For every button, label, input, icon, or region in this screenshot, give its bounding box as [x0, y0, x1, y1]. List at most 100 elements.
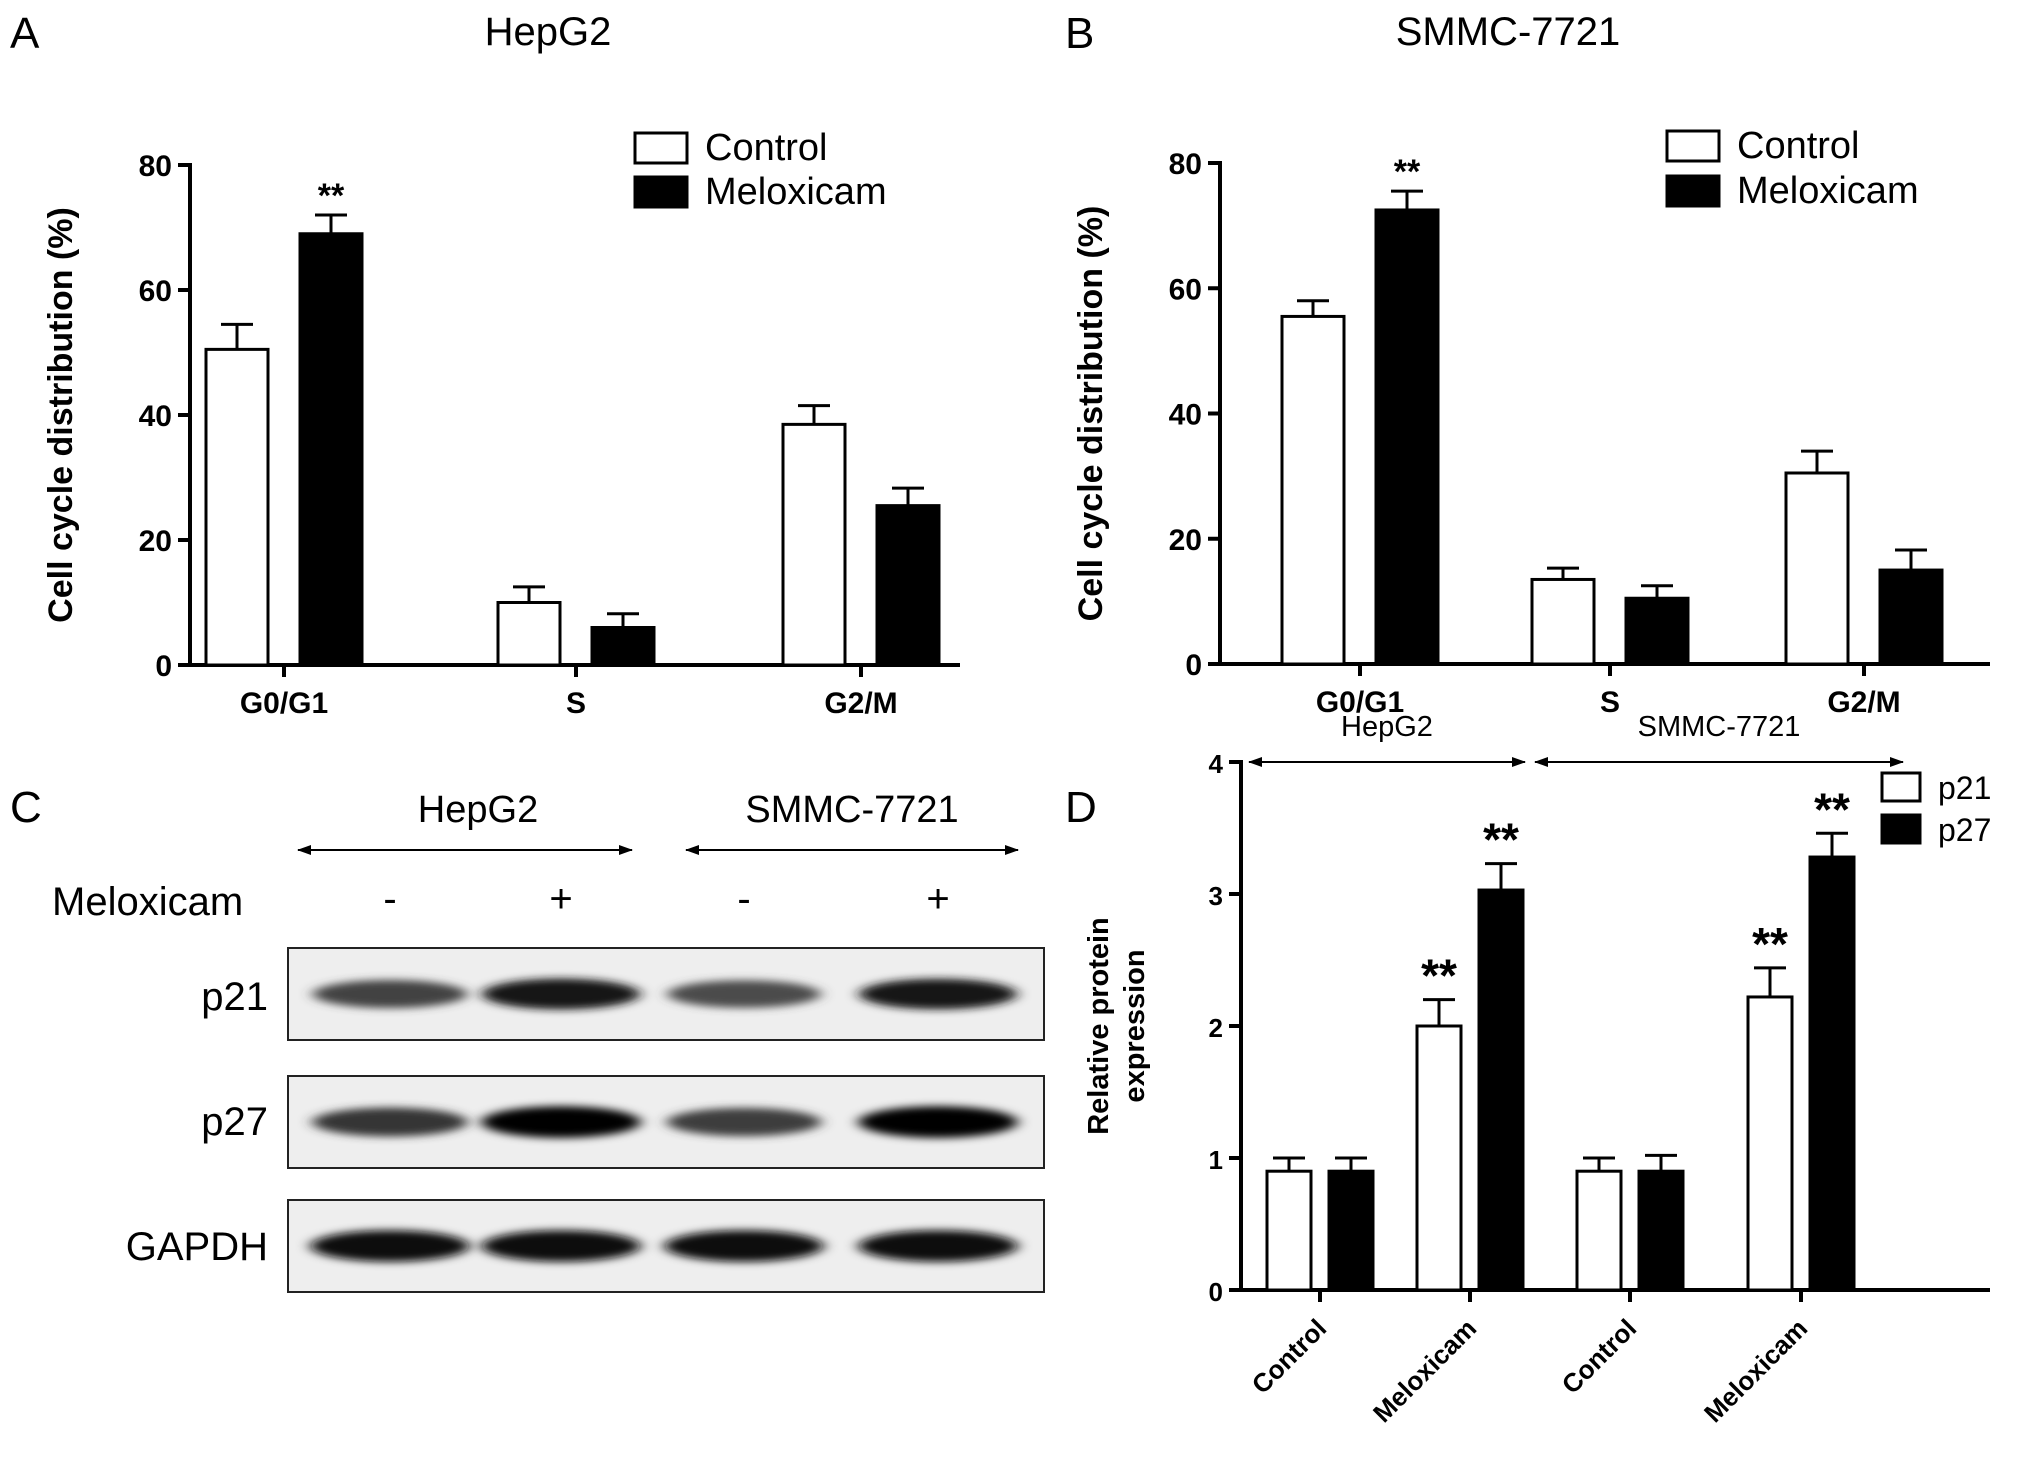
legend-swatch-control	[1665, 129, 1721, 163]
legend-label-meloxicam: Meloxicam	[1737, 170, 1919, 212]
treatment-mark-2: +	[549, 877, 572, 921]
y-tick-label: 20	[1169, 524, 1202, 557]
y-tick-label: 40	[1169, 399, 1202, 432]
legend-label-control: Control	[1737, 125, 1860, 167]
x-tick-label: Meloxicam	[1367, 1313, 1482, 1428]
bar-meloxicam	[298, 232, 364, 667]
bar-control	[1280, 314, 1346, 666]
panel-b-letter: B	[1065, 9, 1094, 58]
panel-d-letter: D	[1065, 783, 1097, 832]
y-tick-label: 0	[155, 650, 172, 683]
bar-control	[204, 347, 270, 667]
x-tick-label: G2/M	[824, 687, 897, 720]
chart-b: 0 20 40 60 80 Cell cycle distribution (%) G0/G…	[1072, 125, 1990, 719]
legend-swatch-p21	[1880, 771, 1922, 803]
y-tick-label: 4	[1209, 749, 1224, 779]
treatment-mark-4: +	[926, 877, 949, 921]
y-axis-label: Cell cycle distribution (%)	[1072, 206, 1110, 622]
bar-p27	[1477, 888, 1525, 1292]
group-label: HepG2	[1341, 711, 1433, 743]
blot-band-gapdh	[858, 1230, 1018, 1262]
bar-p21	[1265, 1169, 1313, 1292]
y-axis-label: Cell cycle distribution (%)	[42, 207, 80, 623]
y-tick-label: 60	[139, 275, 172, 308]
legend-swatch-meloxicam	[1665, 174, 1721, 208]
western-blot	[287, 947, 1045, 1293]
y-tick-label: 0	[1185, 649, 1202, 682]
bar-p27	[1808, 855, 1856, 1292]
x-tick-label: Control	[1556, 1313, 1643, 1400]
legend-swatch-meloxicam	[633, 175, 689, 209]
bar-meloxicam	[1374, 208, 1440, 666]
blot-row-label-p27: p27	[201, 1100, 268, 1144]
bar-p21	[1415, 1024, 1463, 1292]
y-tick-label: 3	[1209, 881, 1223, 911]
bar-meloxicam	[875, 504, 941, 667]
blot-band-p21	[859, 978, 1017, 1010]
x-tick-label: G2/M	[1827, 686, 1900, 719]
bar-p21	[1575, 1169, 1623, 1292]
bar-control	[496, 601, 562, 667]
panel-c-letter: C	[10, 783, 42, 832]
y-tick-label: 80	[1169, 148, 1202, 181]
chart-d: 0 1 2 3 4 Relative protein expression Control Me…	[1083, 711, 1991, 1428]
x-tick-label: Control	[1246, 1313, 1333, 1400]
panel-a: A HepG2 0 20 40 60 80 Cell cycle distribution…	[10, 9, 960, 720]
x-tick-label: G0/G1	[240, 687, 328, 720]
bar-control	[1784, 471, 1850, 666]
panel-c: C HepG2 SMMC-7721 Meloxicam - + - + p21 …	[10, 783, 1045, 1293]
blot-row-label-gapdh: GAPDH	[126, 1225, 268, 1269]
significance-mark: **	[1421, 950, 1457, 1002]
legend-label-meloxicam: Meloxicam	[705, 171, 887, 213]
group-label: SMMC-7721	[1638, 711, 1801, 743]
bar-p27	[1637, 1169, 1685, 1292]
blot-row-label-p21: p21	[201, 975, 268, 1019]
y-tick-label: 2	[1209, 1013, 1223, 1043]
y-axis-label: Relative protein expression	[1083, 917, 1151, 1135]
significance-mark: **	[1814, 783, 1850, 835]
significance-mark: **	[1483, 814, 1519, 866]
x-tick-label: Meloxicam	[1698, 1313, 1813, 1428]
y-tick-label: 60	[1169, 273, 1202, 306]
legend-label-p27: p27	[1938, 812, 1991, 848]
bar-meloxicam	[1878, 568, 1944, 666]
blot-band-p27	[481, 1106, 641, 1138]
legend-swatch-p27	[1880, 813, 1922, 845]
blot-band-p27	[312, 1107, 468, 1137]
y-tick-label: 80	[139, 150, 172, 183]
significance-mark: **	[1394, 153, 1421, 191]
x-tick-label: S	[1600, 686, 1620, 719]
blot-group-hepg2: HepG2	[418, 789, 538, 831]
chart-a: 0 20 40 60 80 Cell cycle distribution (%) G0/G…	[42, 127, 960, 720]
blot-group-smmc: SMMC-7721	[745, 789, 958, 831]
panel-a-letter: A	[10, 9, 40, 58]
y-tick-label: 1	[1209, 1145, 1223, 1175]
significance-mark: **	[318, 177, 345, 215]
x-tick-label: G0/G1	[1316, 686, 1404, 719]
y-tick-label: 20	[139, 525, 172, 558]
treatment-mark-3: -	[737, 877, 750, 921]
blot-band-gapdh	[664, 1230, 824, 1262]
legend-label-control: Control	[705, 127, 828, 169]
bar-p27	[1327, 1169, 1375, 1292]
bar-p21	[1746, 995, 1794, 1292]
blot-band-gapdh	[481, 1230, 641, 1262]
legend-label-p21: p21	[1938, 770, 1991, 806]
bar-control	[1530, 577, 1596, 666]
y-tick-label: 0	[1209, 1277, 1223, 1307]
treatment-mark-1: -	[383, 877, 396, 921]
panel-b: B SMMC-7721 0 20 40 60 80 Cell cycle distribu…	[1065, 9, 1990, 719]
panel-a-title: HepG2	[485, 10, 612, 54]
blot-band-p21	[667, 980, 821, 1008]
blot-band-p27	[858, 1106, 1018, 1138]
y-tick-label: 40	[139, 400, 172, 433]
blot-band-p21	[312, 979, 468, 1009]
blot-band-p21	[481, 978, 641, 1010]
treatment-label: Meloxicam	[52, 880, 243, 924]
panel-b-title: SMMC-7721	[1396, 10, 1621, 54]
panel-d: D 0 1 2 3 4 Relative protein expression Control…	[1065, 711, 1991, 1428]
blot-band-gapdh	[310, 1230, 470, 1262]
x-tick-label: S	[566, 687, 586, 720]
blot-band-p27	[666, 1107, 822, 1137]
